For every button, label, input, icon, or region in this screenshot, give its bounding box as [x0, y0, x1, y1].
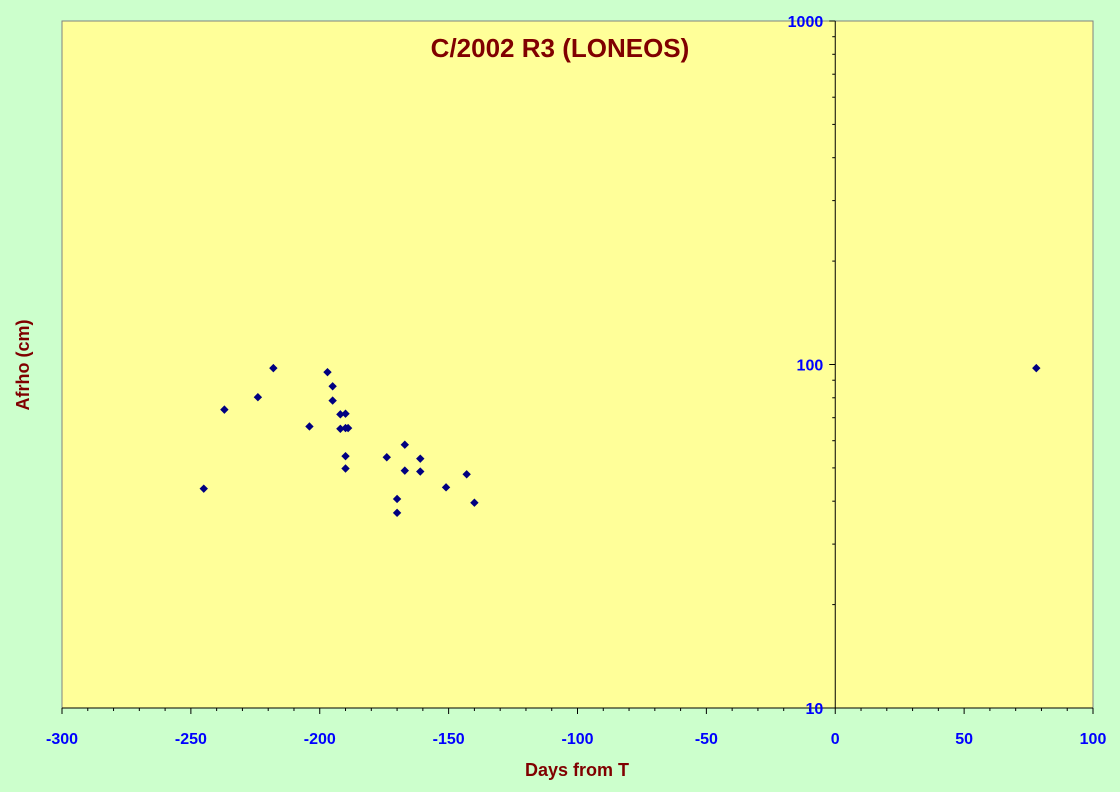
- tick-labels: -300 -250 -200 -150 -100 -50 0 50 100 10 100 1000: [46, 14, 1106, 748]
- data-point: [220, 405, 229, 414]
- x-tick-label: -50: [695, 731, 718, 748]
- data-point: [269, 363, 278, 373]
- x-tick-label: -150: [433, 731, 465, 748]
- data-point: [336, 410, 345, 419]
- data-point: [328, 382, 337, 391]
- data-point: [400, 466, 410, 475]
- y-tick-label: 1000: [788, 14, 824, 31]
- x-tick-label: 50: [955, 731, 973, 748]
- y-tick-label: 10: [805, 701, 823, 718]
- data-point: [382, 453, 391, 462]
- data-point: [1032, 363, 1041, 373]
- x-tick-label: 0: [831, 731, 840, 748]
- y-tick-label: 100: [797, 358, 824, 375]
- data-point: [341, 451, 350, 461]
- x-tick-label: -250: [175, 731, 207, 748]
- plot-area: [61, 20, 1094, 709]
- data-point: [305, 422, 314, 431]
- data-point: [323, 367, 332, 377]
- ticks: [61, 20, 1094, 714]
- y-axis-label: Afrho (cm): [13, 320, 33, 411]
- x-tick-label: -100: [561, 731, 593, 748]
- data-point: [341, 464, 350, 473]
- chart-title: C/2002 R3 (LONEOS): [431, 33, 690, 63]
- x-tick-label: -300: [46, 731, 78, 748]
- data-point: [470, 498, 479, 507]
- data-points: [199, 363, 1041, 518]
- data-point: [392, 508, 402, 518]
- x-tick-label: 100: [1080, 731, 1107, 748]
- data-point: [199, 484, 208, 493]
- data-point: [400, 440, 410, 449]
- data-point: [341, 409, 350, 418]
- data-point: [336, 424, 345, 433]
- x-tick-label: -200: [304, 731, 336, 748]
- data-point: [441, 483, 451, 492]
- data-point: [416, 467, 425, 476]
- data-point: [462, 470, 471, 479]
- data-point: [416, 454, 425, 463]
- data-point: [328, 396, 337, 405]
- data-point: [253, 393, 263, 402]
- data-point: [392, 494, 402, 504]
- data-point: [343, 423, 353, 433]
- x-axis-label: Days from T: [525, 760, 629, 780]
